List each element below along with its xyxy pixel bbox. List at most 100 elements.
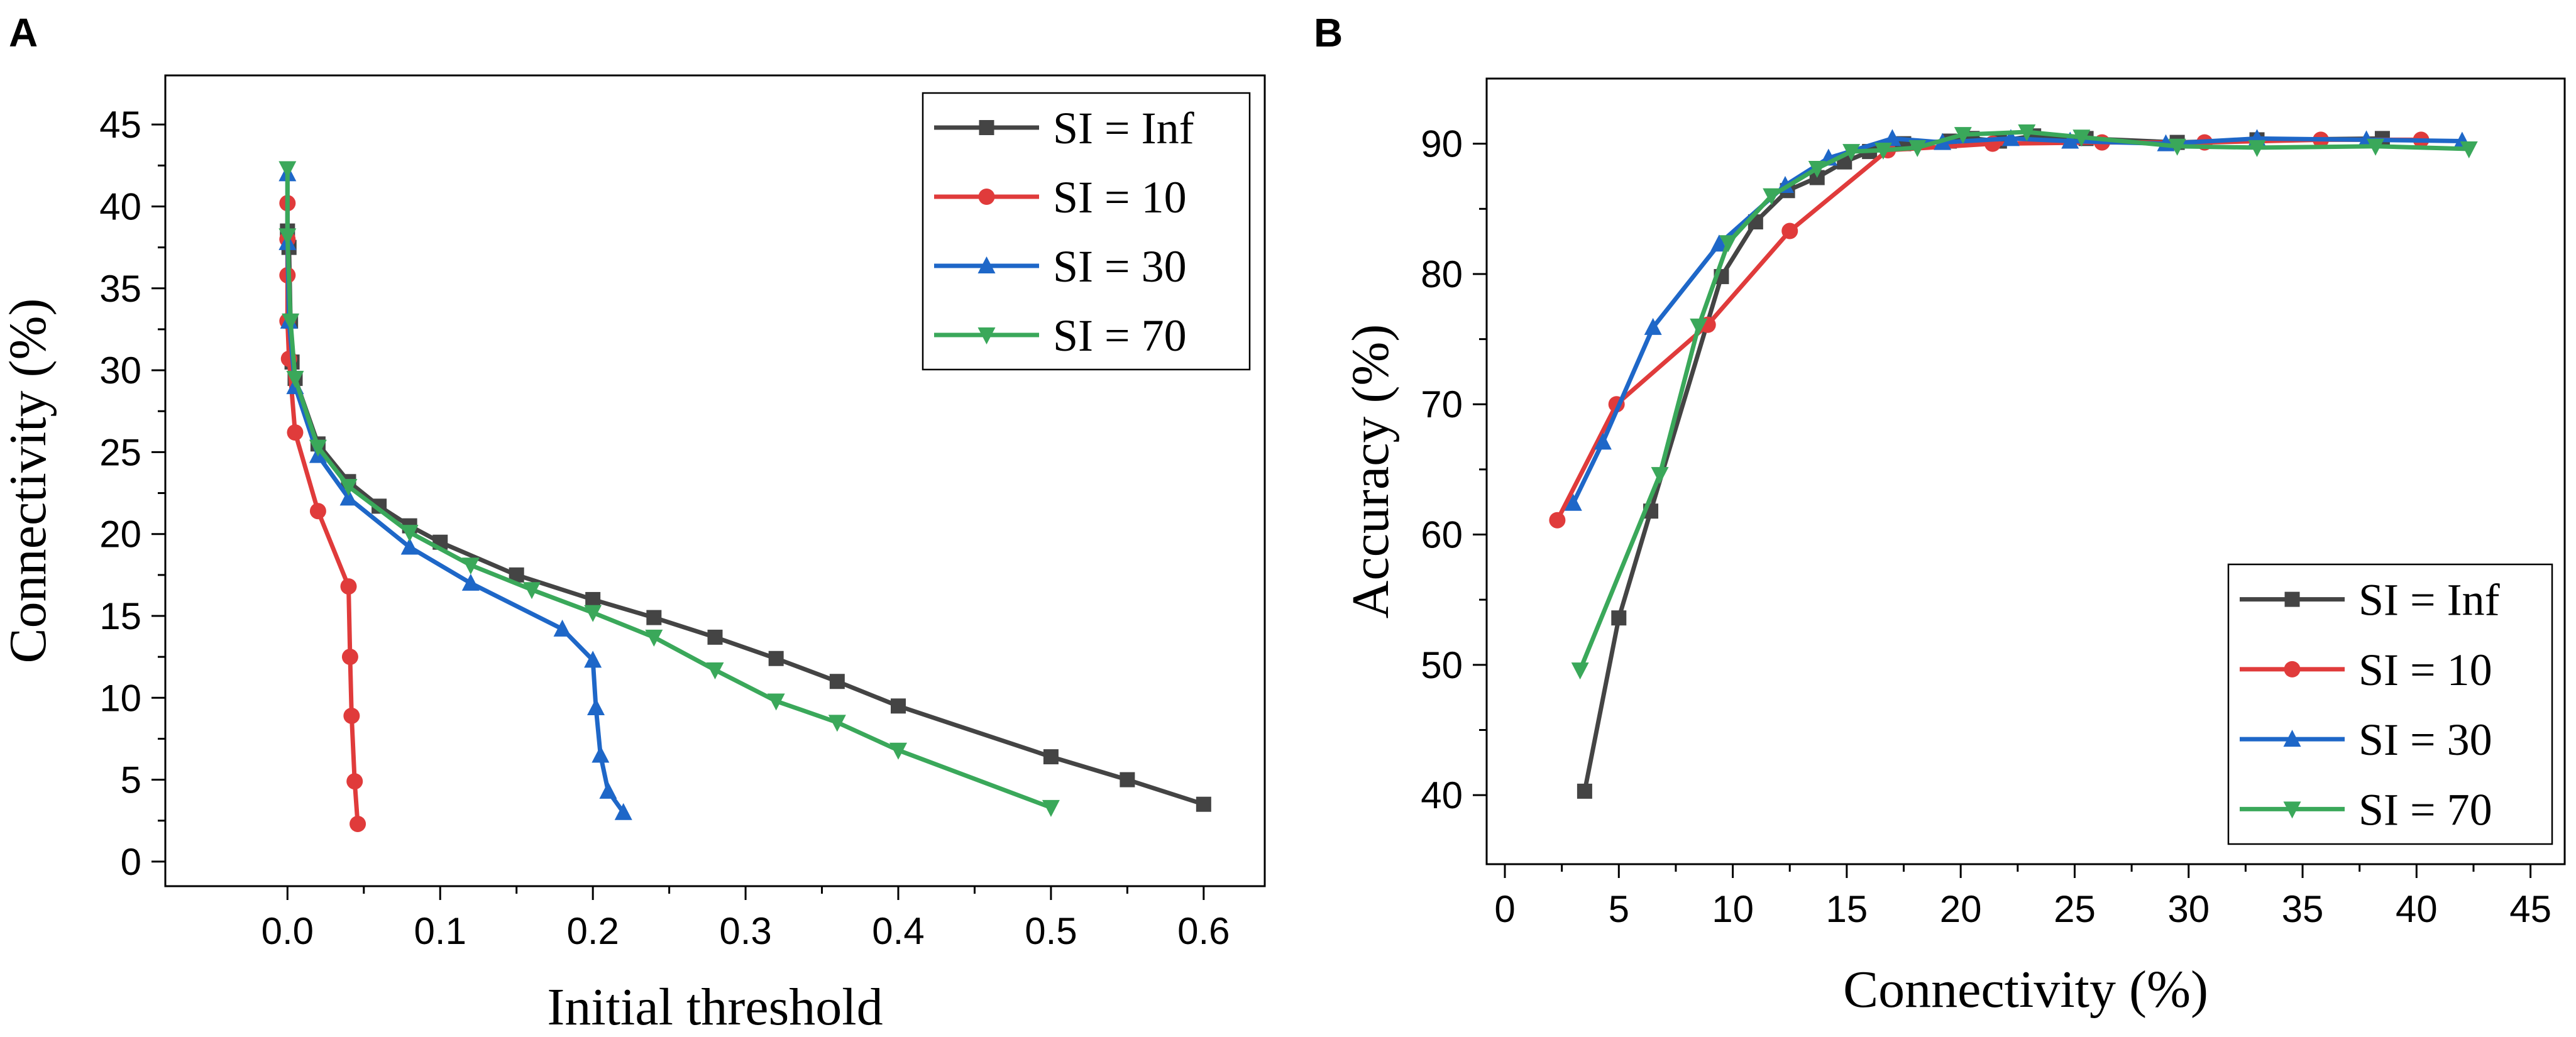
legend-marker-a-3 xyxy=(977,327,996,344)
y-tick-label-a: 40 xyxy=(99,185,141,228)
series-b-3 xyxy=(1571,124,2478,680)
data-point-a-3 xyxy=(889,742,907,760)
data-point-a-3 xyxy=(309,439,327,457)
data-point-a-2 xyxy=(339,488,358,506)
data-point-b-3 xyxy=(1763,188,1781,206)
data-point-a-2 xyxy=(599,781,617,799)
data-point-b-3 xyxy=(1719,235,1737,253)
series-line-b-1 xyxy=(1555,137,2421,522)
data-point-b-2 xyxy=(1644,317,1662,335)
series-a-3 xyxy=(278,161,1060,817)
data-point-a-1 xyxy=(350,815,366,832)
chart-a: 0.0 0.1 0.2 0.3 0.4 0.5 0.6 0 5 10 15 20 25 30 35 40 45 I… xyxy=(0,74,1266,1036)
legend-label-b-0: SI = Inf xyxy=(2359,575,2500,625)
data-point-a-1 xyxy=(309,503,326,520)
panel-label-b: B xyxy=(1314,10,1343,55)
y-tick-label-a: 35 xyxy=(99,268,141,310)
x-tick-label-a: 0.1 xyxy=(414,910,466,952)
panel-label-a: A xyxy=(9,10,38,55)
data-point-b-2 xyxy=(2061,131,2079,149)
data-point-b-3 xyxy=(1808,161,1826,178)
legend-marker-a-2 xyxy=(977,256,996,273)
data-point-a-3 xyxy=(461,557,480,575)
y-tick-label-b: 90 xyxy=(1421,123,1463,165)
data-point-b-3 xyxy=(1874,143,1892,160)
series-a-2 xyxy=(278,164,632,820)
x-axis-title-a: Initial threshold xyxy=(547,978,883,1036)
data-point-a-1 xyxy=(346,773,363,790)
x-tick-label-a: 0.5 xyxy=(1025,910,1077,952)
x-tick-label-b: 15 xyxy=(1826,888,1868,930)
legend-marker-a-1 xyxy=(978,189,995,205)
legend-box-b xyxy=(2227,563,2553,845)
x-tick-label-b: 40 xyxy=(2396,888,2438,930)
data-point-a-3 xyxy=(1042,799,1060,817)
x-tick-label-b: 10 xyxy=(1712,888,1754,930)
data-point-a-3 xyxy=(828,715,846,732)
data-point-a-0 xyxy=(1120,772,1135,787)
data-point-b-1 xyxy=(1781,222,1798,239)
data-point-a-0 xyxy=(707,629,723,645)
data-point-b-3 xyxy=(2018,124,2036,141)
y-tick-label-a: 25 xyxy=(99,431,141,473)
data-point-b-2 xyxy=(1710,234,1728,252)
legend-marker-b-2 xyxy=(2283,730,2301,747)
data-point-a-3 xyxy=(286,371,304,388)
legend-a: SI = Inf SI = 10 SI = 30 SI = 70 xyxy=(922,92,1251,371)
data-point-b-2 xyxy=(2001,129,2020,146)
legend-b: SI = Inf SI = 10 SI = 30 SI = 70 xyxy=(2227,563,2553,845)
legend-label-b-2: SI = 30 xyxy=(2359,715,2492,765)
y-tick-label-a: 5 xyxy=(121,759,141,801)
data-point-b-3 xyxy=(2168,138,2186,156)
data-point-b-3 xyxy=(1571,662,1589,680)
x-axis-title-b: Connectivity (%) xyxy=(1843,960,2208,1019)
data-point-a-3 xyxy=(278,161,297,178)
data-point-a-0 xyxy=(646,610,662,625)
data-point-b-3 xyxy=(1651,467,1669,485)
data-point-a-1 xyxy=(343,707,360,724)
data-point-b-2 xyxy=(1883,129,1902,146)
y-tick-label-a: 20 xyxy=(99,513,141,556)
data-point-a-0 xyxy=(585,591,601,607)
legend-label-a-2: SI = 30 xyxy=(1053,241,1187,292)
x-tick-label-b: 0 xyxy=(1494,888,1515,930)
data-point-a-1 xyxy=(341,649,358,666)
data-point-b-3 xyxy=(2248,140,2266,157)
data-point-b-3 xyxy=(2367,138,2385,156)
data-point-a-3 xyxy=(523,582,541,600)
data-point-a-2 xyxy=(553,619,571,637)
series-line-b-3 xyxy=(1578,129,2469,671)
data-point-b-3 xyxy=(2460,141,2478,158)
legend-label-a-1: SI = 10 xyxy=(1053,172,1187,222)
series-b-1 xyxy=(1549,131,2430,529)
y-tick-label-b: 80 xyxy=(1421,253,1463,295)
x-tick-label-b: 45 xyxy=(2509,888,2551,930)
x-tick-label-b: 30 xyxy=(2167,888,2210,930)
series-a-1 xyxy=(279,195,366,832)
x-tick-label-b: 20 xyxy=(1940,888,1982,930)
y-tick-label-b: 60 xyxy=(1421,514,1463,556)
data-point-b-3 xyxy=(1908,140,1927,157)
series-line-a-3 xyxy=(285,168,1052,810)
y-axis-title-a: Connectivity (%) xyxy=(0,299,57,664)
x-tick-label-b: 5 xyxy=(1609,888,1629,930)
data-point-a-1 xyxy=(340,578,357,595)
data-point-a-3 xyxy=(645,629,663,647)
data-point-a-0 xyxy=(768,650,784,666)
data-point-a-0 xyxy=(1043,749,1059,765)
legend-marker-b-1 xyxy=(2284,661,2301,678)
plot-frame-a xyxy=(164,74,1266,887)
data-point-b-3 xyxy=(1690,318,1708,336)
data-point-a-3 xyxy=(584,605,602,622)
y-tick-label-a: 15 xyxy=(99,595,141,637)
data-point-a-0 xyxy=(891,698,906,714)
data-point-a-3 xyxy=(278,228,297,246)
data-point-a-2 xyxy=(614,803,632,820)
data-point-a-3 xyxy=(706,662,724,679)
data-point-a-2 xyxy=(587,698,605,715)
x-tick-label-a: 0.3 xyxy=(719,910,771,952)
x-tick-label-b: 35 xyxy=(2282,888,2324,930)
data-point-a-2 xyxy=(461,573,480,591)
legend-marker-b-3 xyxy=(2283,801,2301,819)
